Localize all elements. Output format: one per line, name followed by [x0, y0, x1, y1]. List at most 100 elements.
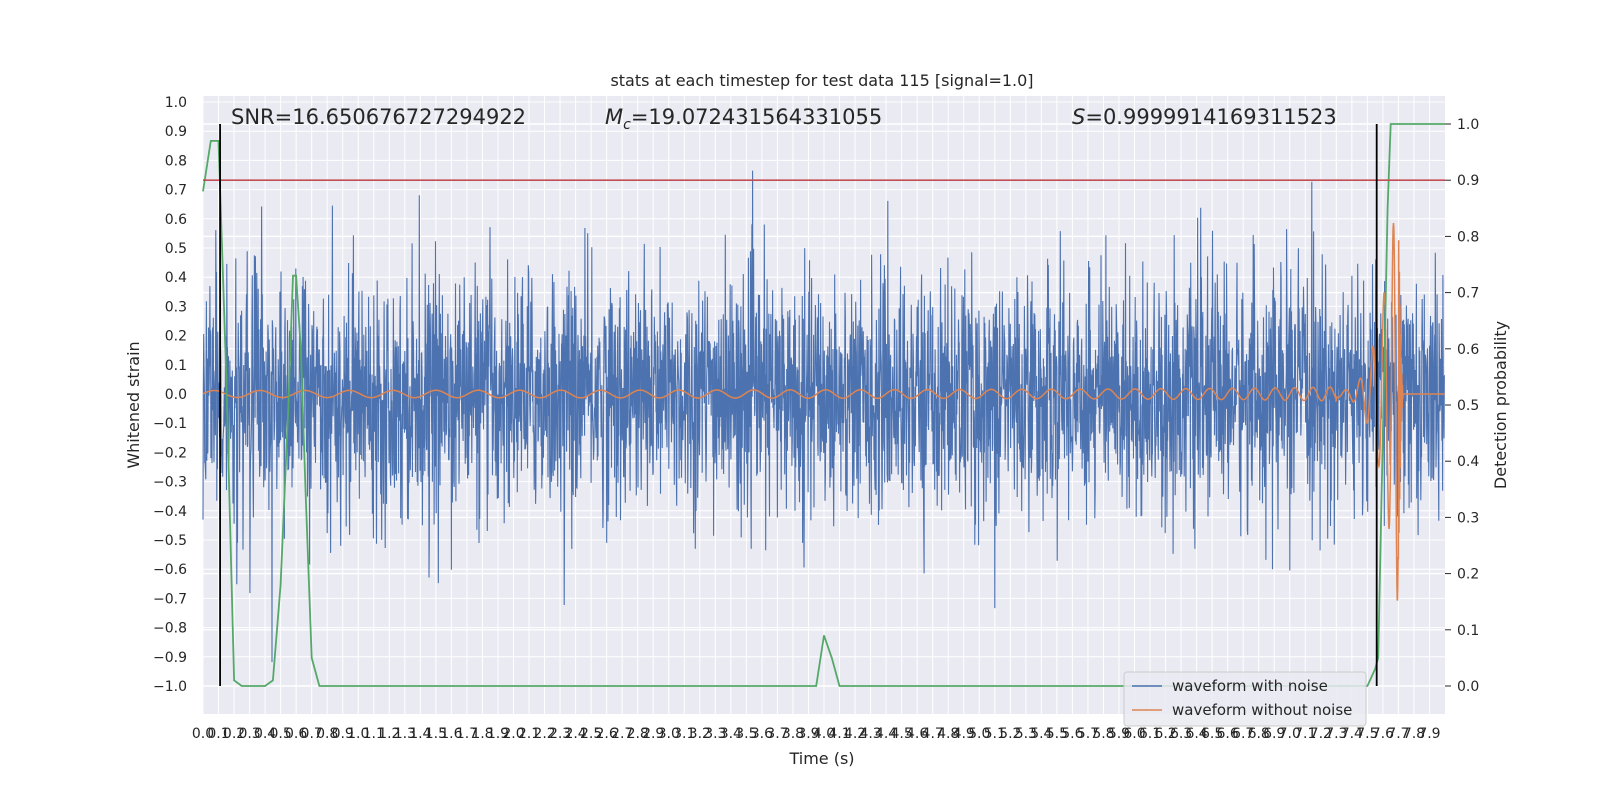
y-tick-label: −0.3 [153, 475, 187, 491]
y-tick-label: −0.5 [153, 533, 187, 549]
y-tick-label: −0.1 [153, 416, 187, 432]
x-tick-label: 4.7 [922, 726, 944, 742]
score-annotation: S=0.9999914169311523 [1072, 105, 1337, 129]
x-tick-label: 5.3 [1015, 726, 1037, 742]
y2-tick-label: 0.3 [1457, 510, 1479, 526]
series-waveform-with-noise [202, 170, 1446, 663]
x-tick-label: 7.1 [1294, 726, 1316, 742]
x-tick-label: 1.0 [347, 726, 369, 742]
x-tick-label: 4.5 [890, 726, 912, 742]
x-tick-label: 0.0 [192, 726, 214, 742]
x-tick-label: 6.5 [1201, 726, 1223, 742]
y-axis-label: Whitened strain [124, 341, 143, 468]
y2-axis-ticks: 0.0 0.1 0.2 0.3 0.4 0.5 0.6 0.7 0.8 0.9 1.0 [1445, 117, 1479, 695]
x-tick-label: 5.6 [1061, 726, 1083, 742]
x-tick-label: 5.8 [1092, 726, 1114, 742]
y-tick-label: −0.6 [153, 562, 187, 578]
x-tick-label: 2.4 [564, 726, 586, 742]
x-tick-label: 1.1 [363, 726, 385, 742]
y-tick-label: 0.0 [165, 387, 187, 403]
x-tick-label: 7.3 [1325, 726, 1347, 742]
x-tick-label: 3.6 [751, 726, 773, 742]
detection-marker-lines [219, 124, 1378, 686]
y-tick-label: −1.0 [153, 679, 187, 695]
x-tick-label: 3.2 [689, 726, 711, 742]
x-tick-label: 2.2 [533, 726, 555, 742]
x-tick-label: 1.9 [487, 726, 509, 742]
y-tick-label: −0.8 [153, 621, 187, 637]
y2-tick-label: 0.4 [1457, 454, 1479, 470]
x-tick-label: 5.2 [999, 726, 1021, 742]
y-tick-label: 0.9 [165, 124, 187, 140]
y-tick-label: 0.1 [165, 358, 187, 374]
legend-label-clean: waveform without noise [1172, 701, 1352, 719]
x-tick-label: 2.7 [611, 726, 633, 742]
x-tick-label: 7.4 [1341, 726, 1363, 742]
x-tick-label: 4.9 [953, 726, 975, 742]
x-tick-label: 5.9 [1108, 726, 1130, 742]
x-tick-label: 2.0 [502, 726, 524, 742]
x-tick-label: 5.7 [1077, 726, 1099, 742]
legend: waveform with noise waveform without noi… [1123, 671, 1367, 727]
x-tick-label: 5.5 [1046, 726, 1068, 742]
x-axis-label: Time (s) [788, 749, 854, 768]
x-tick-label: 0.6 [285, 726, 307, 742]
s-value: =0.9999914169311523 [1085, 105, 1336, 129]
x-tick-label: 7.9 [1418, 726, 1440, 742]
x-tick-label: 2.9 [642, 726, 664, 742]
x-tick-label: 7.7 [1387, 726, 1409, 742]
x-tick-label: 5.1 [984, 726, 1006, 742]
x-tick-label: 3.5 [735, 726, 757, 742]
x-tick-label: 0.2 [223, 726, 245, 742]
x-tick-label: 7.8 [1403, 726, 1425, 742]
x-tick-label: 6.8 [1248, 726, 1270, 742]
clean-line [202, 222, 1445, 601]
x-tick-label: 7.6 [1372, 726, 1394, 742]
x-tick-label: 4.6 [906, 726, 928, 742]
x-tick-label: 0.4 [254, 726, 276, 742]
x-tick-label: 0.5 [269, 726, 291, 742]
x-tick-label: 4.0 [813, 726, 835, 742]
x-tick-label: 5.0 [968, 726, 990, 742]
y-tick-label: −0.9 [153, 650, 187, 666]
x-tick-label: 0.3 [238, 726, 260, 742]
y2-tick-label: 0.8 [1457, 229, 1479, 245]
x-tick-label: 1.2 [378, 726, 400, 742]
mc-symbol: M [605, 105, 623, 129]
x-tick-label: 3.8 [782, 726, 804, 742]
y2-tick-label: 0.7 [1457, 286, 1479, 302]
x-tick-label: 1.6 [440, 726, 462, 742]
x-tick-label: 1.3 [394, 726, 416, 742]
y2-tick-label: 0.9 [1457, 173, 1479, 189]
y-tick-label: −0.4 [153, 504, 187, 520]
x-tick-label: 6.2 [1154, 726, 1176, 742]
x-tick-label: 3.4 [720, 726, 742, 742]
y2-tick-label: 0.5 [1457, 398, 1479, 414]
x-tick-label: 4.3 [859, 726, 881, 742]
x-tick-label: 4.8 [937, 726, 959, 742]
y-tick-label: −0.7 [153, 591, 187, 607]
x-tick-label: 6.4 [1185, 726, 1207, 742]
snr-annotation: SNR=16.650676727294922 [231, 105, 526, 129]
chart-title: stats at each timestep for test data 115… [610, 71, 1033, 90]
mc-subscript: c [623, 117, 631, 133]
x-tick-label: 6.0 [1123, 726, 1145, 742]
x-tick-label: 4.4 [875, 726, 897, 742]
y2-axis-label: Detection probability [1491, 321, 1510, 489]
x-tick-label: 2.1 [518, 726, 540, 742]
x-tick-label: 3.1 [673, 726, 695, 742]
x-tick-label: 1.7 [456, 726, 478, 742]
legend-label-noise: waveform with noise [1172, 677, 1328, 695]
x-tick-label: 5.4 [1030, 726, 1052, 742]
x-tick-label: 2.3 [549, 726, 571, 742]
x-tick-label: 2.8 [627, 726, 649, 742]
x-tick-label: 6.3 [1170, 726, 1192, 742]
mc-value: =19.072431564331055 [631, 105, 882, 129]
y-tick-label: 0.8 [165, 153, 187, 169]
chirp-mass-annotation: Mc=19.072431564331055 [605, 105, 882, 133]
x-tick-label: 4.2 [844, 726, 866, 742]
x-tick-label: 3.0 [658, 726, 680, 742]
x-axis-ticks: 0.00.10.20.30.40.50.60.70.80.91.01.11.21… [192, 726, 1441, 742]
y-tick-label: 0.6 [165, 212, 187, 228]
x-tick-label: 3.9 [797, 726, 819, 742]
